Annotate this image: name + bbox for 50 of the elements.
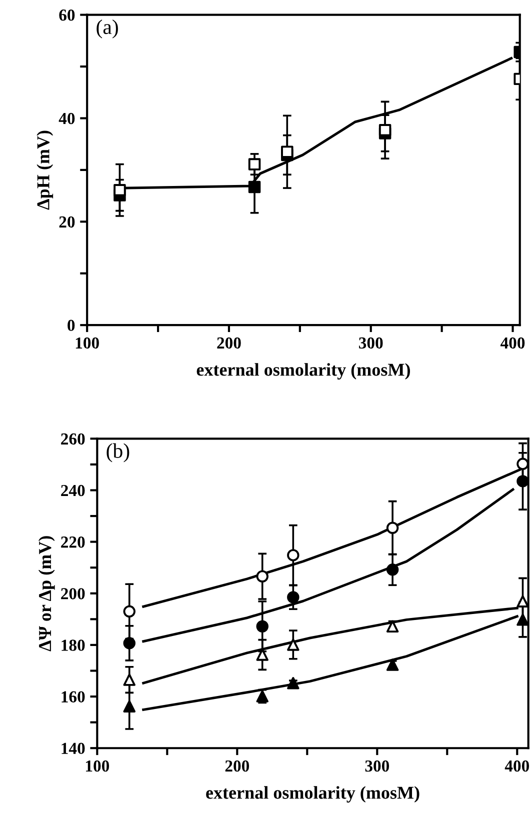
point [123,700,136,712]
annotation: (a) [96,19,118,38]
y-tick-label: 200 [61,588,85,600]
point [123,637,136,650]
x-tick-label: 300 [365,760,390,772]
point [248,180,261,194]
y-tick-label: 260 [61,433,85,445]
y-tick-label: 160 [62,691,85,702]
line-series [142,488,514,643]
point [256,570,268,582]
point [281,146,294,158]
y-tick-label: 180 [62,640,85,651]
y-tick-label: 240 [61,484,85,496]
point [287,591,300,604]
point [378,124,392,136]
point [516,614,528,626]
y-tick-label: 40 [58,112,75,124]
point [386,658,399,671]
annotation: (b) [106,443,130,462]
point [386,620,399,633]
y-tick-label: 140 [62,742,85,754]
point [386,564,399,576]
x-tick-label: 400 [500,337,525,349]
x-tick-label: 200 [225,760,250,772]
point [386,522,399,534]
point [123,605,136,618]
point [114,184,126,196]
y-tick-label: 0 [68,320,75,332]
y-tick-label: 220 [61,536,85,548]
x-tick-label: 400 [504,760,530,772]
x-tick-label: 100 [86,760,110,772]
point [516,595,528,608]
y-tick-label: 20 [59,216,75,228]
x-tick-label: 100 [76,337,99,349]
point [248,158,261,170]
point [516,458,528,470]
point [287,677,300,690]
point [287,638,300,651]
y-axis-title: ΔΨ or Δp (mV) [38,536,55,652]
x-axis-title: external osmolarity (mosM) [196,363,410,380]
point [256,620,268,633]
point [123,674,136,686]
y-axis-title: ΔpH (mV) [36,130,54,210]
x-tick-label: 300 [358,337,383,349]
point [516,475,528,488]
x-tick-label: 200 [217,337,241,349]
point [287,549,300,562]
point [256,648,268,661]
x-axis-title: external osmolarity (mosM) [206,786,420,803]
y-tick-label: 60 [59,10,75,21]
